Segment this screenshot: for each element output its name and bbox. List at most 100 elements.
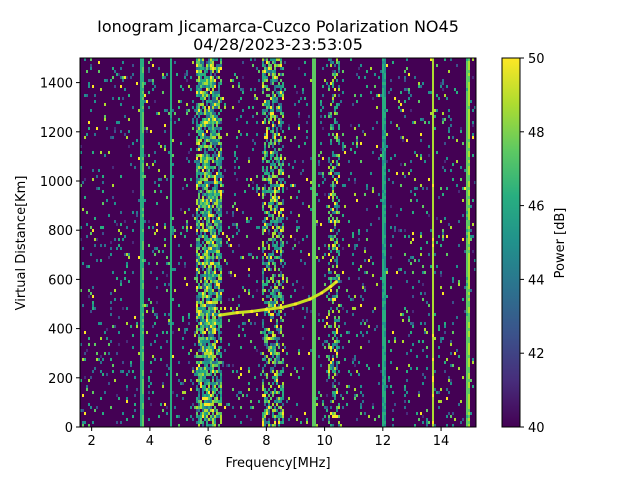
heatmap-cell [382, 91, 384, 94]
heatmap-cell [212, 412, 214, 415]
heatmap-cell [280, 118, 282, 121]
heatmap-cell [272, 115, 274, 118]
heatmap-cell [388, 376, 390, 379]
heatmap-cell [198, 166, 200, 169]
heatmap-cell [432, 226, 434, 229]
heatmap-cell [180, 100, 182, 103]
heatmap-cell [202, 100, 204, 103]
heatmap-cell [432, 415, 434, 418]
heatmap-cell [208, 244, 210, 247]
heatmap-cell [210, 406, 212, 409]
heatmap-cell [320, 115, 322, 118]
heatmap-cell [124, 271, 126, 274]
heatmap-cell [210, 418, 212, 421]
heatmap-cell [466, 277, 468, 280]
heatmap-cell [386, 64, 388, 67]
heatmap-cell [254, 142, 256, 145]
heatmap-cell [164, 226, 166, 229]
heatmap-cell [370, 67, 372, 70]
heatmap-cell [382, 355, 384, 358]
heatmap-cell [208, 88, 210, 91]
heatmap-cell [384, 415, 386, 418]
heatmap-cell [206, 103, 208, 106]
heatmap-cell [198, 226, 200, 229]
heatmap-cell [220, 277, 222, 280]
heatmap-cell [168, 322, 170, 325]
heatmap-cell [272, 352, 274, 355]
heatmap-cell [218, 316, 220, 319]
heatmap-cell [384, 175, 386, 178]
heatmap-cell [242, 76, 244, 79]
heatmap-cell [312, 94, 314, 97]
heatmap-cell [170, 247, 172, 250]
heatmap-cell [454, 352, 456, 355]
heatmap-cell [338, 139, 340, 142]
heatmap-cell [268, 295, 270, 298]
heatmap-cell [162, 409, 164, 412]
heatmap-cell [200, 331, 202, 334]
heatmap-cell [428, 154, 430, 157]
heatmap-cell [262, 244, 264, 247]
heatmap-cell [214, 232, 216, 235]
heatmap-cell [196, 139, 198, 142]
heatmap-cell [210, 334, 212, 337]
heatmap-cell [312, 379, 314, 382]
heatmap-cell [208, 154, 210, 157]
heatmap-cell [262, 379, 264, 382]
heatmap-cell [228, 244, 230, 247]
heatmap-cell [468, 220, 470, 223]
heatmap-cell [220, 145, 222, 148]
heatmap-cell [200, 121, 202, 124]
heatmap-cell [256, 187, 258, 190]
heatmap-cell [174, 268, 176, 271]
heatmap-cell [432, 160, 434, 163]
heatmap-cell [444, 370, 446, 373]
heatmap-cell [196, 316, 198, 319]
heatmap-cell [196, 109, 198, 112]
heatmap-cell [140, 424, 142, 427]
heatmap-cell [312, 85, 314, 88]
heatmap-cell [382, 220, 384, 223]
heatmap-cell [282, 301, 284, 304]
heatmap-cell [208, 166, 210, 169]
heatmap-cell [280, 211, 282, 214]
heatmap-cell [276, 280, 278, 283]
heatmap-cell [466, 325, 468, 328]
heatmap-cell [272, 382, 274, 385]
heatmap-cell [126, 400, 128, 403]
heatmap-cell [140, 388, 142, 391]
heatmap-cell [390, 79, 392, 82]
heatmap-cell [106, 337, 108, 340]
heatmap-cell [216, 223, 218, 226]
heatmap-cell [336, 346, 338, 349]
heatmap-cell [226, 241, 228, 244]
heatmap-cell [466, 394, 468, 397]
heatmap-cell [464, 310, 466, 313]
heatmap-cell [336, 136, 338, 139]
heatmap-cell [226, 133, 228, 136]
heatmap-cell [196, 265, 198, 268]
heatmap-cell [280, 400, 282, 403]
heatmap-cell [298, 67, 300, 70]
heatmap-cell [382, 130, 384, 133]
heatmap-cell [264, 154, 266, 157]
heatmap-cell [82, 358, 84, 361]
heatmap-cell [334, 277, 336, 280]
heatmap-cell [176, 373, 178, 376]
heatmap-cell [382, 205, 384, 208]
heatmap-cell [116, 277, 118, 280]
heatmap-cell [276, 322, 278, 325]
heatmap-cell [418, 394, 420, 397]
heatmap-cell [214, 424, 216, 427]
heatmap-cell [210, 325, 212, 328]
heatmap-cell [312, 292, 314, 295]
heatmap-cell [322, 403, 324, 406]
heatmap-cell [312, 361, 314, 364]
heatmap-cell [154, 160, 156, 163]
heatmap-cell [174, 289, 176, 292]
heatmap-cell [264, 190, 266, 193]
heatmap-cell [204, 142, 206, 145]
heatmap-cell [218, 166, 220, 169]
heatmap-cell [266, 136, 268, 139]
heatmap-cell [314, 292, 316, 295]
